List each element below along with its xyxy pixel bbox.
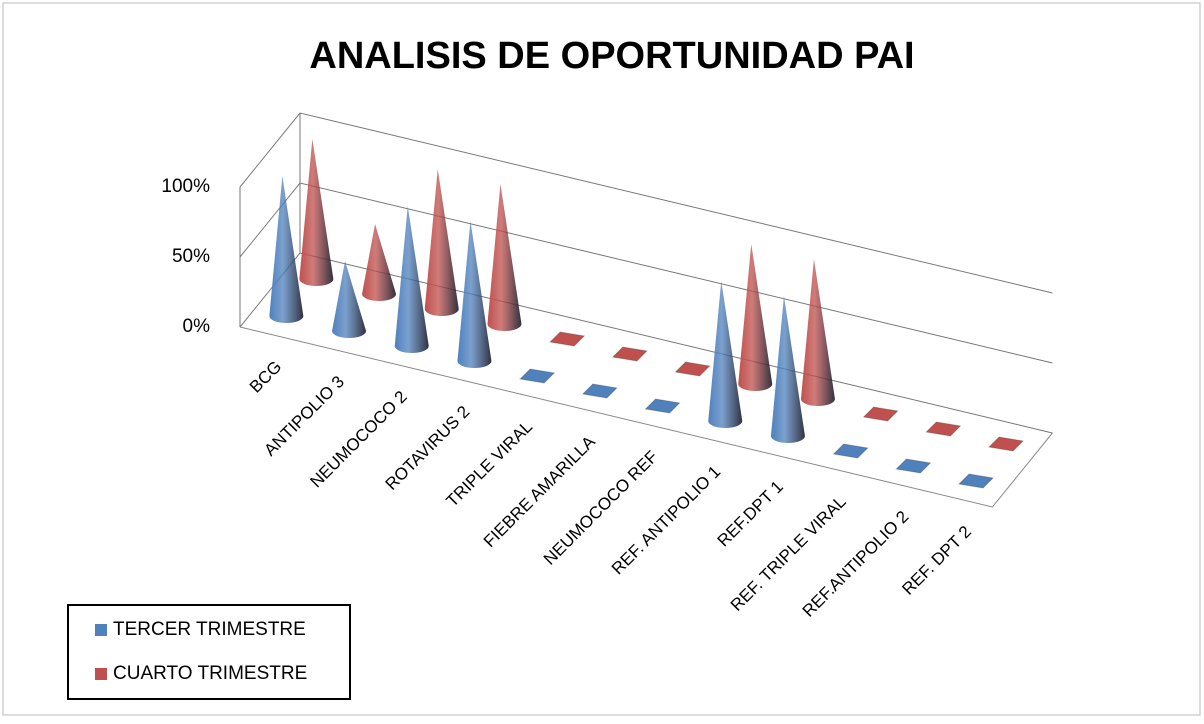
cone bbox=[674, 361, 711, 377]
y-tick-label: 100% bbox=[161, 176, 210, 197]
cone bbox=[549, 331, 586, 347]
floor-edge bbox=[239, 326, 1053, 508]
legend-label: CUARTO TRIMESTRE bbox=[113, 663, 307, 684]
cone bbox=[988, 436, 1025, 452]
cone bbox=[770, 296, 805, 444]
cone bbox=[362, 224, 397, 301]
cone bbox=[708, 281, 743, 429]
cone bbox=[299, 139, 334, 286]
chart-title: ANALISIS DE OPORTUNIDAD PAI bbox=[309, 35, 914, 77]
cone bbox=[269, 176, 304, 324]
cone bbox=[862, 406, 899, 422]
cone bbox=[925, 421, 962, 437]
cone bbox=[644, 398, 681, 414]
legend-label: TERCER TRIMESTRE bbox=[113, 619, 306, 640]
cone bbox=[611, 346, 648, 362]
cone bbox=[424, 169, 459, 317]
cone bbox=[738, 244, 773, 392]
y-tick-label: 0% bbox=[183, 316, 211, 337]
cone bbox=[487, 184, 522, 332]
cone bbox=[457, 221, 492, 368]
cone bbox=[832, 443, 869, 459]
cone bbox=[581, 383, 618, 399]
cone bbox=[958, 473, 995, 489]
cone bbox=[519, 368, 556, 384]
cone bbox=[895, 458, 932, 474]
legend-swatch bbox=[95, 668, 107, 680]
cone bbox=[332, 261, 367, 339]
cone bbox=[394, 206, 429, 353]
legend-swatch bbox=[95, 624, 107, 636]
legend-box bbox=[67, 604, 351, 700]
y-tick-label: 50% bbox=[172, 246, 210, 267]
cone bbox=[800, 259, 835, 407]
